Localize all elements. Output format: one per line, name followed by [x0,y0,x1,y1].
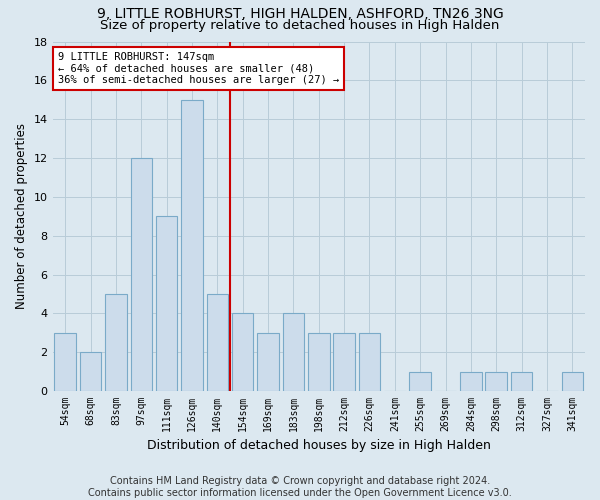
Bar [308,333,329,391]
Bar [460,372,482,391]
Bar [156,216,178,391]
Bar [80,352,101,391]
Bar [409,372,431,391]
Bar [283,314,304,391]
Bar [334,333,355,391]
Text: 9 LITTLE ROBHURST: 147sqm
← 64% of detached houses are smaller (48)
36% of semi-: 9 LITTLE ROBHURST: 147sqm ← 64% of detac… [58,52,339,85]
Bar [105,294,127,391]
Bar [181,100,203,391]
Bar [232,314,253,391]
Bar [359,333,380,391]
Text: Contains HM Land Registry data © Crown copyright and database right 2024.
Contai: Contains HM Land Registry data © Crown c… [88,476,512,498]
Bar [257,333,279,391]
Text: Size of property relative to detached houses in High Halden: Size of property relative to detached ho… [100,18,500,32]
Bar [206,294,228,391]
Text: 9, LITTLE ROBHURST, HIGH HALDEN, ASHFORD, TN26 3NG: 9, LITTLE ROBHURST, HIGH HALDEN, ASHFORD… [97,8,503,22]
Bar [131,158,152,391]
Bar [55,333,76,391]
Bar [485,372,507,391]
Bar [562,372,583,391]
X-axis label: Distribution of detached houses by size in High Halden: Distribution of detached houses by size … [147,440,491,452]
Y-axis label: Number of detached properties: Number of detached properties [15,124,28,310]
Bar [511,372,532,391]
